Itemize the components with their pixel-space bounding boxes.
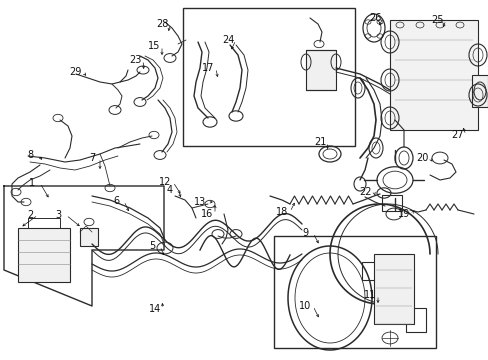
Text: 14: 14 [148, 304, 161, 314]
Text: 11: 11 [363, 290, 375, 300]
Bar [18, 228, 70, 282]
Bar [389, 20, 477, 130]
Bar [471, 75, 487, 107]
Text: 18: 18 [275, 207, 287, 217]
Text: 8: 8 [27, 150, 33, 160]
Text: 21: 21 [313, 137, 325, 147]
Bar [381, 195, 401, 211]
Text: 17: 17 [202, 63, 214, 73]
Bar [183, 8, 354, 146]
Text: 12: 12 [159, 177, 171, 187]
Text: 1: 1 [29, 178, 35, 188]
Text: 10: 10 [298, 301, 310, 311]
Text: 26: 26 [368, 13, 381, 23]
Bar [273, 236, 435, 348]
Text: 19: 19 [397, 209, 409, 219]
Text: 23: 23 [128, 55, 141, 65]
Bar [405, 308, 425, 332]
Bar [373, 254, 413, 324]
Text: 4: 4 [166, 185, 173, 195]
Text: 24: 24 [222, 35, 234, 45]
Text: 9: 9 [301, 228, 307, 238]
Text: 20: 20 [415, 153, 427, 163]
Text: 28: 28 [156, 19, 168, 29]
Bar [80, 228, 98, 246]
Text: 5: 5 [148, 241, 155, 251]
Text: 2: 2 [27, 210, 33, 220]
Text: 3: 3 [55, 210, 61, 220]
Bar [305, 50, 335, 90]
Text: 29: 29 [69, 67, 81, 77]
Text: 7: 7 [89, 153, 95, 163]
Text: 15: 15 [147, 41, 160, 51]
Text: 25: 25 [431, 15, 443, 25]
Text: 6: 6 [113, 196, 119, 206]
Text: 16: 16 [201, 209, 213, 219]
Text: 27: 27 [451, 130, 463, 140]
Bar [361, 262, 385, 280]
Text: 22: 22 [359, 187, 371, 197]
Text: 13: 13 [193, 197, 206, 207]
